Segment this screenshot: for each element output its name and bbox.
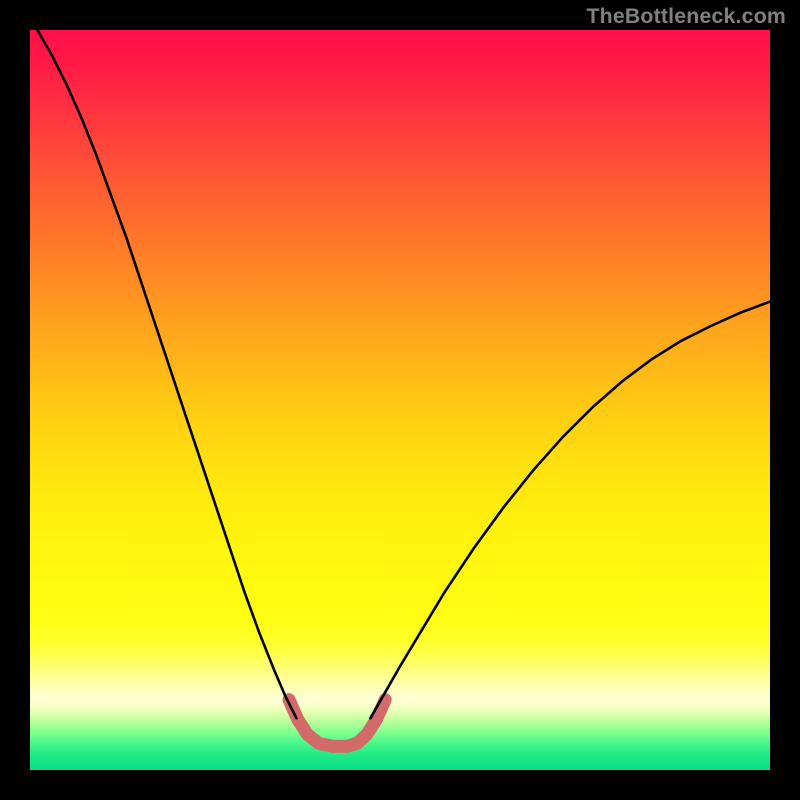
curve-left (37, 30, 296, 718)
curves-svg (30, 30, 770, 770)
watermark-text: TheBottleneck.com (586, 4, 786, 29)
plot-area (30, 30, 770, 770)
valley-marker (289, 700, 385, 747)
frame: TheBottleneck.com (0, 0, 800, 800)
curve-right (370, 302, 770, 719)
